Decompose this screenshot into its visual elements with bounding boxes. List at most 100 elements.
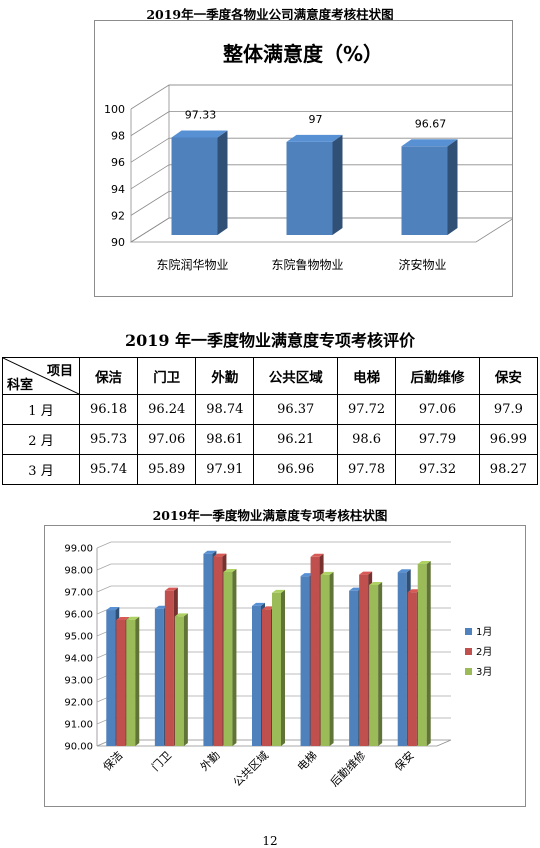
bar-top [300,573,314,577]
x-tick-label: 公共区域 [231,749,271,789]
bar-top [397,569,411,573]
table-cell: 96.18 [78,394,139,425]
column-header: 保安 [478,357,539,395]
overall-satisfaction-chart-svg: 整体满意度（%） 90 92 94 96 98 100 97.33 东院润华物业 97 东院鲁物物… [104,42,516,272]
bar [116,619,126,746]
bar [126,619,136,746]
x-tick-label: 保洁 [100,748,125,773]
data-label: 96.67 [415,117,447,130]
y-tick-label: 97.00 [64,588,93,599]
bar-side [447,139,458,235]
bar-top [106,607,120,611]
table-title: 2019 年一季度物业满意度专项考核评价 [124,331,416,350]
y-tick-label: 99.00 [64,544,93,555]
gridline-side [130,111,170,136]
x-tick-label: 济安物业 [398,257,446,272]
corner-label-item: 项目 [46,364,73,379]
bar-side [135,616,140,746]
bar-top [174,613,188,617]
gridline-side [96,563,112,571]
y-tick-label: 100 [104,103,125,116]
y-tick-label: 95.00 [64,632,93,643]
table-cell: 95.89 [137,454,197,485]
bar [310,556,320,746]
table-cell: 97.72 [337,394,397,425]
y-tick-label: 96.00 [64,610,93,621]
bar-side [332,134,343,235]
table-row: 2 月 95.73 97.06 98.61 96.21 98.6 97.79 9… [2,424,539,455]
bar [286,141,333,235]
bar [154,608,164,746]
bar-top [252,602,265,606]
x-tick-label: 东院鲁物物业 [271,258,343,272]
bar-top [116,616,130,620]
bar-top [262,606,275,610]
table-cell: 96.37 [253,394,339,425]
bar [359,574,369,746]
x-tick-label: 后勤维修 [327,748,368,789]
table-cell: 98.6 [337,424,397,455]
legend-swatch [465,628,472,635]
y-tick-label: 91.00 [64,720,93,731]
table-row: 1 月 96.18 96.24 98.74 96.37 97.72 97.06 … [2,394,539,425]
bar-top [154,605,168,609]
y-tick-label: 98.00 [64,566,93,577]
bar [262,609,271,746]
bar [397,572,407,746]
bar-side [378,581,383,746]
table-cell: 97.06 [137,424,197,455]
table-cell: 97.78 [337,454,397,485]
diagonal-divider [3,358,79,394]
y-tick-label: 90 [111,236,125,249]
bar [171,137,218,235]
bar [272,592,281,746]
legend-label: 2月 [476,646,492,658]
bar-top [223,568,237,572]
y-tick-label: 90.00 [64,742,93,753]
gridline-side [130,191,170,216]
bar-top [286,134,343,142]
table-cell: 95.73 [78,424,139,455]
corner-label-dept: 科室 [7,378,34,393]
bar-top [349,587,363,591]
x-tick-label: 电梯 [295,749,320,774]
bar [401,146,448,235]
bar-top [401,139,458,147]
bar-top [164,587,178,591]
category-satisfaction-chart-svg: 90.00 91.00 92.00 93.00 94.00 95.00 96.00 97.00… [64,541,492,789]
table-corner-cell: 项目 科室 [2,357,80,395]
bar-side [281,589,285,746]
legend-label: 3月 [476,666,492,678]
overall-satisfaction-chart: 整体满意度（%） 90 92 94 96 98 100 97.33 东院润华物业 97 东院鲁物物… [94,20,516,297]
table-cell: 95.74 [78,454,139,485]
table-cell: 96.24 [137,394,197,425]
bar-top [272,589,285,593]
gridline-side [130,84,170,110]
x-tick-label: 东院润华物业 [156,258,228,272]
bar-side [329,571,334,746]
x-tick-label: 保安 [391,748,416,773]
table-header-row: 项目 科室 保洁 门卫 外勤 公共区域 电梯 后勤维修 保安 [2,357,539,395]
bar-top [171,130,228,138]
table-row: 3 月 95.74 95.89 97.91 96.96 97.78 97.32 … [2,454,539,485]
legend-swatch [465,648,472,655]
chart1-caption: 2019年一季度各物业公司满意度考核柱状图 [146,7,394,22]
bar [203,553,213,746]
page-number: 12 [262,834,278,848]
bar [349,590,359,746]
data-label: 97 [309,113,323,126]
bar-side [232,568,237,746]
bar-top [320,571,334,575]
x-tick-label: 门卫 [149,748,174,773]
bar [223,571,233,746]
row-label: 1 月 [2,394,80,425]
table-cell: 97.79 [395,424,480,455]
gridline-side [130,217,170,243]
row-label: 3 月 [2,454,80,485]
bar-top [359,571,373,575]
bar [106,610,116,746]
column-header: 后勤维修 [395,357,480,395]
satisfaction-table: 项目 科室 保洁 门卫 外勤 公共区域 电梯 后勤维修 保安 1 月 96.18… [2,357,539,485]
table-cell: 96.99 [478,424,539,455]
table-cell: 96.96 [253,454,339,485]
